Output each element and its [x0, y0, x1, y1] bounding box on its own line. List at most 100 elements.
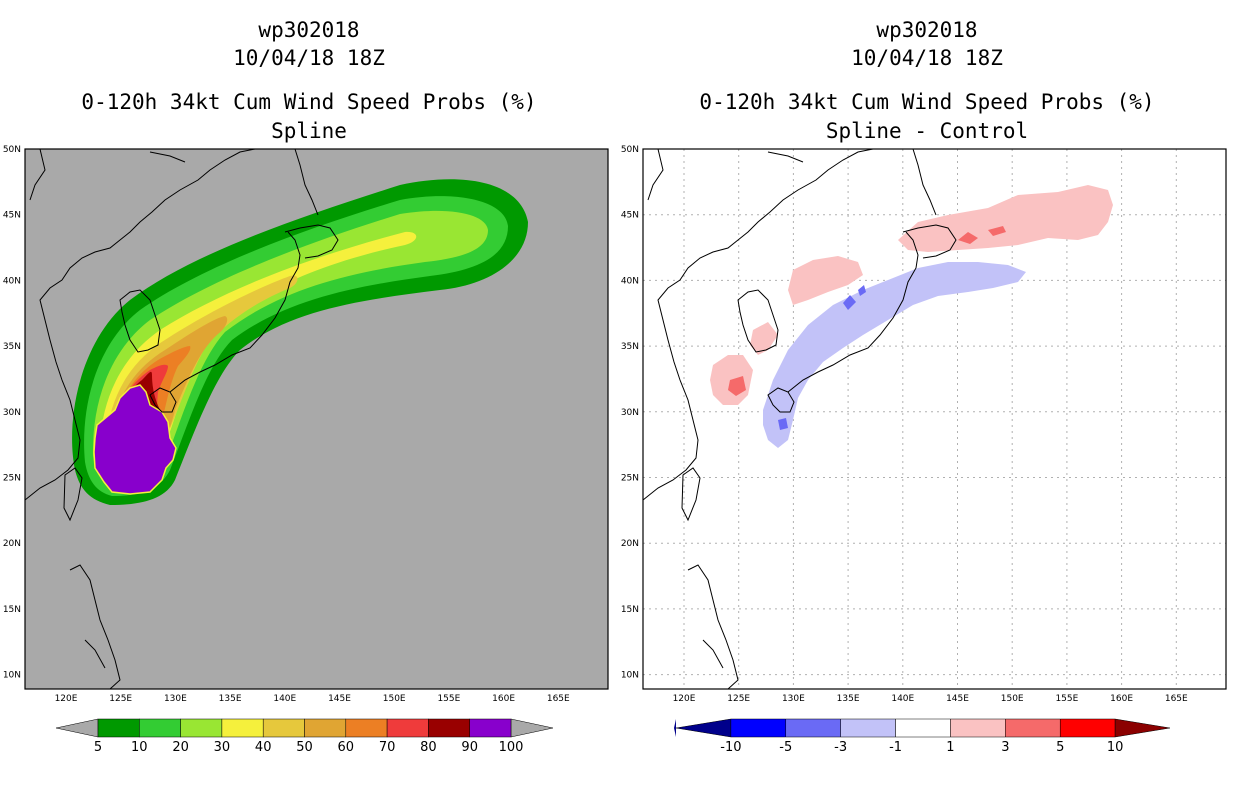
lat-tick-label: 50N: [3, 145, 21, 155]
left-map-frame: [24, 148, 609, 690]
lon-tick-label: 160E: [492, 694, 515, 704]
colorbar-swatch: [730, 718, 787, 738]
diff-positive-korea: [788, 256, 863, 305]
lon-tick-label: 125E: [727, 694, 750, 704]
colorbar-swatch: [386, 718, 429, 738]
colorbar-swatch: [180, 718, 223, 738]
lon-tick-label: 140E: [891, 694, 914, 704]
colorbar-swatch: [1114, 718, 1171, 738]
lon-tick-label: 120E: [55, 694, 78, 704]
diff-3-north: [958, 226, 1006, 244]
lat-tick-label: 35N: [3, 342, 21, 352]
colorbar-swatch: [895, 718, 951, 738]
colorbar-swatch: [428, 718, 470, 738]
lon-tick-label: 165E: [1165, 694, 1188, 704]
lon-tick-label: 160E: [1110, 694, 1133, 704]
prob-contour-10: [84, 196, 508, 496]
left-map-svg: 120E 125E 130E 135E 140E 145E 150E 155E 160E 165E…: [3, 145, 609, 755]
colorbar-swatch: [469, 718, 512, 738]
colorbar-swatch: [1005, 718, 1061, 738]
left-panel: wp302018 10/04/18 18Z 0-120h 34kt Cum Wi…: [3, 18, 609, 755]
colorbar-label: 90: [461, 740, 478, 755]
colorbar-label: -10: [720, 740, 741, 755]
colorbar-label: 80: [420, 740, 437, 755]
lon-tick-label: 130E: [782, 694, 805, 704]
colorbar-swatch: [1059, 718, 1116, 738]
colorbar-label: 100: [499, 740, 524, 755]
lon-tick-label: 140E: [273, 694, 296, 704]
colorbar-label: 5: [94, 740, 102, 755]
lon-tick-label: 150E: [383, 694, 406, 704]
colorbar-over-triangle: [510, 718, 554, 738]
lat-tick-label: 10N: [3, 671, 21, 681]
left-lat-axis: 50N 45N 40N 35N 30N 25N 20N 15N 10N: [3, 145, 21, 681]
colorbar-swatch: [345, 718, 388, 738]
lat-tick-label: 50N: [621, 145, 639, 155]
lon-tick-label: 135E: [837, 694, 860, 704]
lon-tick-label: 155E: [1055, 694, 1078, 704]
prob-contour-90: [93, 384, 177, 495]
colorbar-swatch: [97, 718, 140, 738]
diff-positive-north: [898, 185, 1113, 252]
left-datetime: 10/04/18 18Z: [233, 46, 385, 70]
colorbar-label: -3: [834, 740, 847, 755]
lon-tick-label: 135E: [219, 694, 242, 704]
left-probability-field: [72, 179, 528, 505]
colorbar-label: -5: [779, 740, 792, 755]
colorbar-under-triangle: [674, 719, 676, 737]
lat-tick-label: 45N: [3, 211, 21, 221]
left-colorbar: 5 10 20 30 40 50 60 70 80 90 100: [55, 718, 554, 755]
colorbar-swatch: [675, 718, 732, 738]
lon-tick-label: 145E: [946, 694, 969, 704]
lat-tick-label: 35N: [621, 342, 639, 352]
lat-tick-label: 15N: [3, 605, 21, 615]
colorbar-label: 1: [946, 740, 954, 755]
lon-tick-label: 165E: [547, 694, 570, 704]
colorbar-label: 40: [255, 740, 272, 755]
colorbar-label: 10: [131, 740, 148, 755]
lon-tick-label: 145E: [328, 694, 351, 704]
left-coastlines: [25, 149, 339, 689]
colorbar-swatch: [262, 718, 305, 738]
lat-tick-label: 45N: [621, 211, 639, 221]
colorbar-label: 3: [1001, 740, 1009, 755]
colorbar-label: 5: [1056, 740, 1064, 755]
lon-tick-label: 155E: [437, 694, 460, 704]
right-lon-axis: 120E 125E 130E 135E 140E 145E 150E 155E 160E 165E: [673, 694, 1188, 704]
lat-tick-label: 40N: [621, 276, 639, 286]
right-subtitle: Spline - Control: [825, 119, 1029, 143]
lat-tick-label: 10N: [621, 671, 639, 681]
lat-tick-label: 15N: [621, 605, 639, 615]
lon-tick-label: 150E: [1001, 694, 1024, 704]
colorbar-under-triangle: [55, 718, 99, 738]
lat-tick-label: 25N: [3, 474, 21, 484]
colorbar-label: 50: [296, 740, 313, 755]
lat-tick-label: 20N: [621, 539, 639, 549]
colorbar-label: 60: [338, 740, 355, 755]
lat-tick-label: 30N: [3, 408, 21, 418]
right-coastlines: [643, 149, 957, 689]
right-colorbar: -10 -5 -3 -1 1 3 5 10: [674, 718, 1171, 755]
diff-negative-band: [763, 262, 1026, 448]
lat-tick-label: 25N: [621, 474, 639, 484]
colorbar-label: 70: [379, 740, 396, 755]
colorbar-swatch: [840, 718, 896, 738]
diff-3-sea: [728, 376, 746, 396]
lat-tick-label: 20N: [3, 539, 21, 549]
right-panel: wp302018 10/04/18 18Z 0-120h 34kt Cum Wi…: [618, 0, 1236, 800]
colorbar-swatch: [221, 718, 264, 738]
right-storm-id: wp302018: [876, 18, 978, 42]
colorbar-swatch: [304, 718, 347, 738]
colorbar-swatch: [139, 718, 181, 738]
lat-tick-label: 40N: [3, 276, 21, 286]
colorbar-label: -1: [889, 740, 902, 755]
colorbar-swatch: [785, 718, 841, 738]
colorbar-label: 30: [214, 740, 231, 755]
lon-tick-label: 120E: [673, 694, 696, 704]
lat-tick-label: 30N: [621, 408, 639, 418]
colorbar-label: 10: [1107, 740, 1124, 755]
right-map-svg: 120E 125E 130E 135E 140E 145E 150E 155E 160E 165E…: [621, 145, 1227, 755]
right-difference-field: [710, 185, 1113, 448]
left-lon-axis: 120E 125E 130E 135E 140E 145E 150E 155E 160E 165E: [55, 694, 570, 704]
right-datetime: 10/04/18 18Z: [851, 46, 1003, 70]
